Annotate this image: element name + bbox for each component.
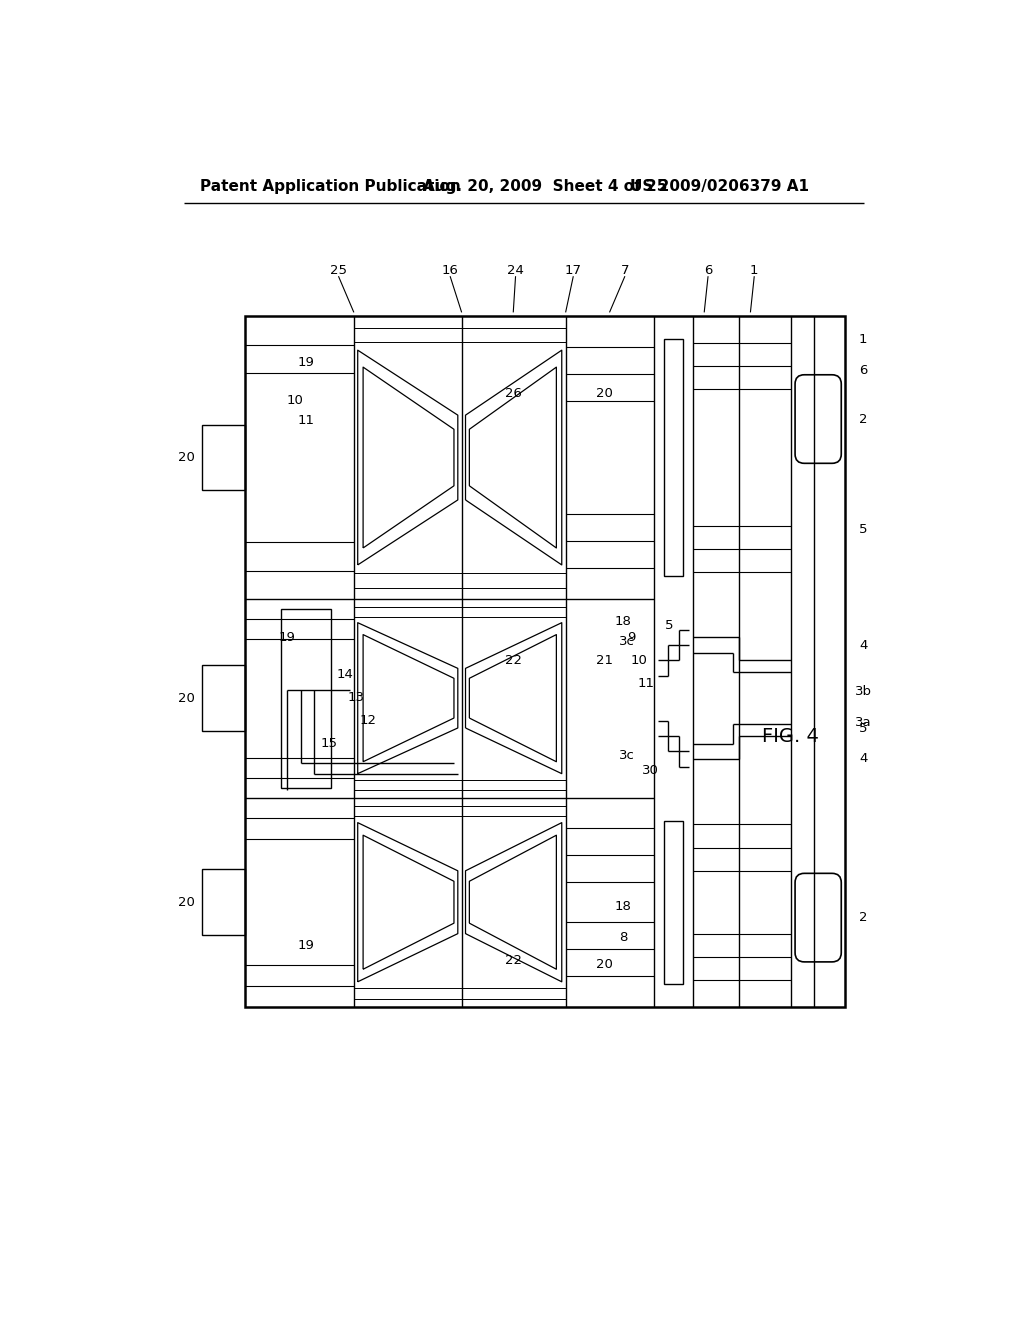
Text: 4: 4 [859,752,867,766]
Text: 1: 1 [750,264,759,277]
Text: 17: 17 [565,264,582,277]
Bar [202,665,245,731]
Text: 20: 20 [596,387,612,400]
Text: 18: 18 [615,900,632,913]
Text: 21: 21 [596,653,612,667]
Bar [245,317,845,1007]
Text: 3b: 3b [855,685,872,698]
Text: 16: 16 [441,264,459,277]
Text: 22: 22 [505,653,522,667]
Text: 3c: 3c [620,635,635,648]
Text: 26: 26 [505,387,521,400]
Text: 19: 19 [298,939,314,952]
Text: 10: 10 [631,653,647,667]
Text: 20: 20 [596,958,612,972]
Bar [281,609,331,788]
Text: 22: 22 [505,954,522,968]
Text: 11: 11 [638,677,655,690]
Text: 19: 19 [279,631,295,644]
Text: FIG. 4: FIG. 4 [762,727,819,746]
Text: 14: 14 [336,668,353,681]
Text: 30: 30 [642,764,658,777]
Text: 8: 8 [620,931,628,944]
Text: 3a: 3a [855,715,871,729]
Text: Patent Application Publication: Patent Application Publication [200,180,461,194]
Text: 20: 20 [178,692,196,705]
Bar [202,425,245,490]
Text: 2: 2 [859,911,867,924]
Bar [665,339,683,576]
Text: 12: 12 [359,714,376,727]
Text: US 2009/0206379 A1: US 2009/0206379 A1 [630,180,809,194]
Text: 11: 11 [298,413,314,426]
Text: 6: 6 [703,264,713,277]
Text: 25: 25 [330,264,347,277]
Text: 24: 24 [507,264,524,277]
Text: Aug. 20, 2009  Sheet 4 of 25: Aug. 20, 2009 Sheet 4 of 25 [423,180,668,194]
Text: 4: 4 [859,639,867,652]
Text: 5: 5 [859,722,867,735]
Text: 20: 20 [178,451,196,465]
Text: 19: 19 [298,356,314,370]
Text: 2: 2 [859,413,867,425]
Text: 7: 7 [621,264,629,277]
Bar [665,821,683,983]
Text: 6: 6 [859,363,867,376]
Text: 13: 13 [348,690,365,704]
Text: 5: 5 [859,523,867,536]
Text: 15: 15 [321,737,338,750]
Bar [202,870,245,935]
Text: 1: 1 [859,333,867,346]
Text: 9: 9 [627,631,635,644]
Text: 10: 10 [286,395,303,408]
Text: 3c: 3c [620,748,635,762]
Text: 5: 5 [666,619,674,632]
Text: 20: 20 [178,896,196,908]
Text: 18: 18 [615,615,632,628]
